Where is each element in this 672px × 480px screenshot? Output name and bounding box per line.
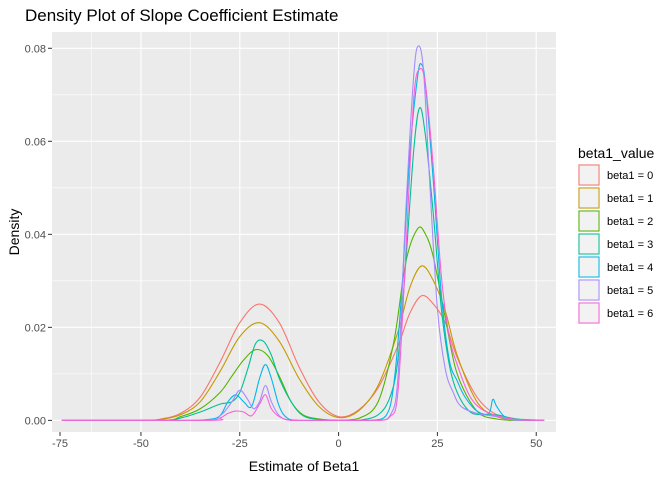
y-axis-title: Density xyxy=(6,209,22,256)
x-tick-label: -50 xyxy=(133,438,149,450)
legend-key xyxy=(578,164,600,186)
legend-key-bg xyxy=(578,302,600,324)
legend-key-bg xyxy=(578,210,600,232)
y-tick-label: 0.04 xyxy=(25,229,46,241)
y-tick-label: 0.02 xyxy=(25,322,46,334)
legend-key xyxy=(578,210,600,232)
legend-key xyxy=(578,256,600,278)
density-curve-6 xyxy=(61,67,545,421)
y-tick-label: 0.00 xyxy=(25,415,46,427)
x-tick-label: 0 xyxy=(336,438,342,450)
density-curve-1 xyxy=(61,265,545,421)
axis-ticks: -75 -50 -25 0 25 50 0.00 0.02 0.04 0.06 0.08 xyxy=(25,43,543,450)
legend-entry-label: beta1 = 6 xyxy=(607,308,653,320)
legend-key xyxy=(578,187,600,209)
legend-key-bg xyxy=(578,164,600,186)
x-tick-label: -75 xyxy=(52,438,68,450)
legend-entry-label: beta1 = 2 xyxy=(607,216,653,228)
x-tick-label: 25 xyxy=(431,438,443,450)
legend-key-bg xyxy=(578,256,600,278)
legend-entry-label: beta1 = 0 xyxy=(607,170,653,182)
legend-key xyxy=(578,233,600,255)
y-tick-label: 0.08 xyxy=(25,43,46,55)
x-axis-title: Estimate of Beta1 xyxy=(249,458,360,474)
legend-key xyxy=(578,279,600,301)
legend-entry-label: beta1 = 3 xyxy=(607,239,653,251)
x-tick-label: 50 xyxy=(530,438,542,450)
density-curve-4 xyxy=(61,63,545,421)
legend-entry-label: beta1 = 5 xyxy=(607,285,653,297)
plot-panel xyxy=(52,32,556,432)
legend-entry-label: beta1 = 4 xyxy=(607,262,653,274)
legend-key-bg xyxy=(578,187,600,209)
legend: beta1_value beta1 = 0 beta1 = 1 beta1 = 2 b… xyxy=(578,145,655,324)
density-curve-5 xyxy=(61,45,545,421)
density-curves xyxy=(61,45,545,421)
chart-title: Density Plot of Slope Coefficient Estima… xyxy=(25,6,338,25)
x-tick-label: -25 xyxy=(232,438,248,450)
density-curve-0 xyxy=(61,294,545,421)
legend-key xyxy=(578,302,600,324)
density-curve-3 xyxy=(61,107,545,421)
legend-entry-label: beta1 = 1 xyxy=(607,193,653,205)
legend-key-bg xyxy=(578,233,600,255)
legend-title: beta1_value xyxy=(578,145,655,161)
y-tick-label: 0.06 xyxy=(25,136,46,148)
legend-key-bg xyxy=(578,279,600,301)
